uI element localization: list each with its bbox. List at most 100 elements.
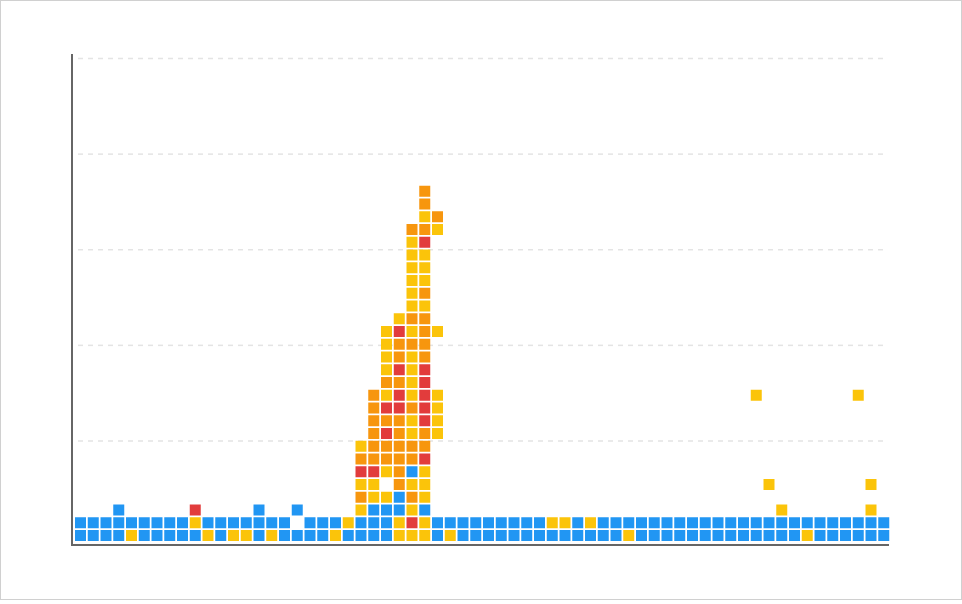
cell xyxy=(393,313,405,325)
cell xyxy=(266,517,278,529)
cell xyxy=(406,517,418,529)
cell xyxy=(368,453,380,465)
cell xyxy=(406,351,418,363)
cell xyxy=(419,249,431,261)
cell xyxy=(406,479,418,490)
cell xyxy=(113,504,125,516)
cell xyxy=(852,517,864,529)
cell xyxy=(75,530,86,541)
cell xyxy=(317,530,329,541)
cell xyxy=(228,530,239,541)
cell xyxy=(381,517,392,529)
cell xyxy=(840,517,851,529)
cell xyxy=(470,530,482,541)
cell xyxy=(661,517,673,529)
cell xyxy=(419,530,431,541)
cell xyxy=(610,517,622,529)
cell xyxy=(406,389,418,401)
cell xyxy=(699,517,711,529)
cell xyxy=(393,428,405,439)
cell xyxy=(419,479,431,490)
cell xyxy=(381,440,392,452)
cell xyxy=(381,402,392,414)
cell xyxy=(381,364,392,376)
cell xyxy=(368,466,380,478)
cell xyxy=(381,491,392,503)
cell xyxy=(597,530,609,541)
cell xyxy=(738,517,749,529)
cell xyxy=(623,530,635,541)
cell xyxy=(368,504,380,516)
cell xyxy=(100,517,112,529)
cell xyxy=(355,504,367,516)
cell xyxy=(763,530,775,541)
cell xyxy=(381,530,392,541)
cell xyxy=(393,389,405,401)
cell xyxy=(368,479,380,490)
cell xyxy=(419,453,431,465)
cell xyxy=(177,530,188,541)
cell xyxy=(381,338,392,350)
cell xyxy=(406,415,418,427)
cell xyxy=(712,517,724,529)
cell xyxy=(406,428,418,439)
cell xyxy=(419,504,431,516)
cell xyxy=(355,491,367,503)
cell xyxy=(393,440,405,452)
cell xyxy=(483,530,494,541)
cell xyxy=(840,530,851,541)
cell xyxy=(827,517,839,529)
cell xyxy=(674,517,686,529)
cell xyxy=(444,530,456,541)
cell xyxy=(266,530,278,541)
cell xyxy=(304,530,316,541)
cell xyxy=(381,415,392,427)
cell xyxy=(393,415,405,427)
cell xyxy=(801,530,813,541)
cell xyxy=(750,517,762,529)
cell xyxy=(789,530,800,541)
cell xyxy=(406,313,418,325)
cell xyxy=(419,326,431,337)
cell xyxy=(126,530,137,541)
cell xyxy=(419,428,431,439)
cell xyxy=(419,402,431,414)
cell xyxy=(406,249,418,261)
cell xyxy=(419,224,431,235)
cell xyxy=(151,530,163,541)
cell xyxy=(393,338,405,350)
cell xyxy=(852,389,864,401)
cell xyxy=(355,479,367,490)
cell xyxy=(381,466,392,478)
cell xyxy=(393,517,405,529)
cell xyxy=(406,287,418,299)
cell xyxy=(419,287,431,299)
cell xyxy=(546,530,558,541)
cell xyxy=(406,466,418,478)
cell xyxy=(393,326,405,337)
cell xyxy=(189,517,201,529)
cell xyxy=(712,530,724,541)
cell xyxy=(878,517,890,529)
cell xyxy=(636,530,647,541)
cell xyxy=(432,428,443,439)
cell xyxy=(368,415,380,427)
cell xyxy=(725,530,737,541)
cell xyxy=(865,504,877,516)
cell xyxy=(406,236,418,248)
cell xyxy=(393,491,405,503)
cell xyxy=(546,517,558,529)
cell xyxy=(521,517,533,529)
cell xyxy=(151,517,163,529)
cell xyxy=(330,517,341,529)
cell xyxy=(406,224,418,235)
cell xyxy=(865,517,877,529)
cell xyxy=(776,517,788,529)
cell xyxy=(483,517,494,529)
cell xyxy=(368,491,380,503)
cell xyxy=(432,389,443,401)
cell xyxy=(750,530,762,541)
cell xyxy=(177,517,188,529)
cell xyxy=(253,504,265,516)
cell xyxy=(393,364,405,376)
